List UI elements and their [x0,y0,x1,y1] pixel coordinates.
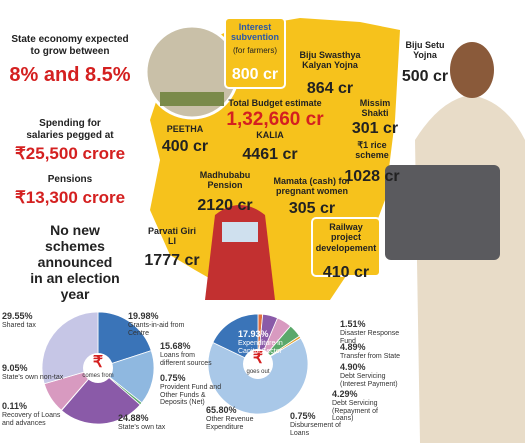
slice-name: State's own non-tax [2,373,64,381]
slice-value-label: 4.90% [340,362,366,372]
slice-label: 65.80% Other Revenue Expenditure [206,405,268,431]
center-text: comes from [82,373,113,379]
slice-name: Debt Servicing (Repayment of Loans) [332,399,378,423]
slice-label: 0.11% Recovery of Loans and advances [2,401,64,427]
center-text: goes out [246,369,269,375]
map-item-label: Madhubabu Pension [199,170,251,191]
map-item-value: 400 cr [161,138,209,155]
map-item-value: 500 cr [401,68,449,85]
center-symbol: ₹ [93,354,103,371]
slice-value-label: 15.68% [160,341,191,351]
map-item-value: 1028 cr [344,168,400,185]
slice-label: 4.90% Debt Servicing (Interest Payment) [340,362,402,388]
slice-value-label: 24.88% [118,413,149,423]
slice-value-label: 65.80% [206,405,237,415]
map-item-label: ₹1 rice scheme [355,140,389,161]
slice-label: 0.75% Provident Fund and Other Funds & De… [160,373,222,407]
map-item-value: 2120 cr [197,197,253,214]
map-item-label: Biju Setu Yojna [405,40,445,61]
slice-name: Grants-in-aid from Centre [128,321,185,337]
map-item-label: Mamata (cash) for pregnant women [273,176,351,197]
salaries-label: Spending for salaries pegged at [26,118,114,141]
note: No new schemes announced in an election … [30,222,120,303]
salaries-value: ₹25,500 crore [14,144,126,163]
map-item-label: Parvati Giri LI [147,226,197,247]
slice-label: 29.55% Shared tax [2,311,64,330]
slice-label: 0.75% Disbursement of Loans [290,411,352,437]
map-item-label: Biju Swasthya Kalyan Yojna [299,50,361,71]
slice-name: Expenditure in Capital Sector [238,339,283,355]
slice-name: State's own tax [118,423,166,431]
pie-center [83,353,113,383]
slice-label: 24.88% State's own tax [118,413,180,432]
pensions-label: Pensions [47,174,93,185]
slice-name: Recovery of Loans and advances [2,411,61,427]
slice-label: 4.89% Transfer from State [340,342,402,361]
pensions-value: ₹13,300 crore [14,188,126,207]
slice-name: Disbursement of Loans [290,421,341,437]
slice-value-label: 4.89% [340,342,366,352]
pie-center [243,349,273,379]
map-item-label: KALIA [256,130,284,140]
slice-value-label: 17.93% [238,329,269,339]
slice-value-label: 9.05% [2,363,28,373]
map-item-sublabel: (for farmers) [233,46,277,55]
slice-label: 1.51% Disaster Response Fund [340,319,402,345]
minister-head [450,42,494,98]
map-item-value: 864 cr [306,80,354,97]
map-item-value: 410 cr [322,264,370,281]
pie-charts: ₹ comes from ₹ goes out [41,311,309,425]
map-item-value: 1,32,660 cr [226,109,324,130]
slice-name: Other Revenue Expenditure [206,415,254,431]
slice-label: 19.98% Grants-in-aid from Centre [128,311,190,337]
map-item-label: Missim Shakti [359,98,391,119]
pie-slice [212,313,259,365]
railway-box [311,217,381,277]
slice-label: 4.29% Debt Servicing (Repayment of Loans) [332,389,394,423]
slice-value-label: 0.11% [2,401,28,411]
map-item-value: 4461 cr [242,146,298,163]
map-item-label: Interest subvention [230,22,279,43]
map-item-value: 301 cr [351,120,399,137]
map-item-label: Railway project developement [315,222,377,253]
center-symbol: ₹ [253,350,263,367]
slice-value-label: 1.51% [340,319,366,329]
slice-label: 9.05% State's own non-tax [2,363,64,382]
slice-name: Provident Fund and Other Funds & Deposit… [160,383,222,407]
map-item-label: PEETHA [166,124,204,134]
slice-label: 15.68% Loans from different sources [160,341,222,367]
pie-slice [97,311,152,369]
pie-slice [60,367,141,425]
map-item-value: 1777 cr [144,252,200,269]
economy-label: State economy expected to grow between [11,34,129,57]
map-item-label: Total Budget estimate [228,98,322,108]
slice-value-label: 19.98% [128,311,159,321]
economy-value: 8% and 8.5% [9,64,131,86]
slice-value-label: 0.75% [160,373,186,383]
slice-name: Shared tax [2,321,36,329]
map-item-value: 800 cr [231,66,279,83]
subvention-box [224,17,286,89]
map-item-value: 305 cr [288,200,336,217]
minister-photo [415,95,525,443]
slice-name: Transfer from State [340,352,401,360]
slice-name: Loans from different sources [160,351,212,367]
slice-value-label: 4.29% [332,389,358,399]
train-window [222,222,258,242]
briefcase [385,165,500,260]
slice-label: 17.93% Expenditure in Capital Sector [238,329,300,355]
farmer-field [160,92,224,106]
slice-value-label: 0.75% [290,411,316,421]
slice-name: Disaster Response Fund [340,329,400,345]
slice-name: Debt Servicing (Interest Payment) [340,372,398,388]
slice-value-label: 29.55% [2,311,33,321]
